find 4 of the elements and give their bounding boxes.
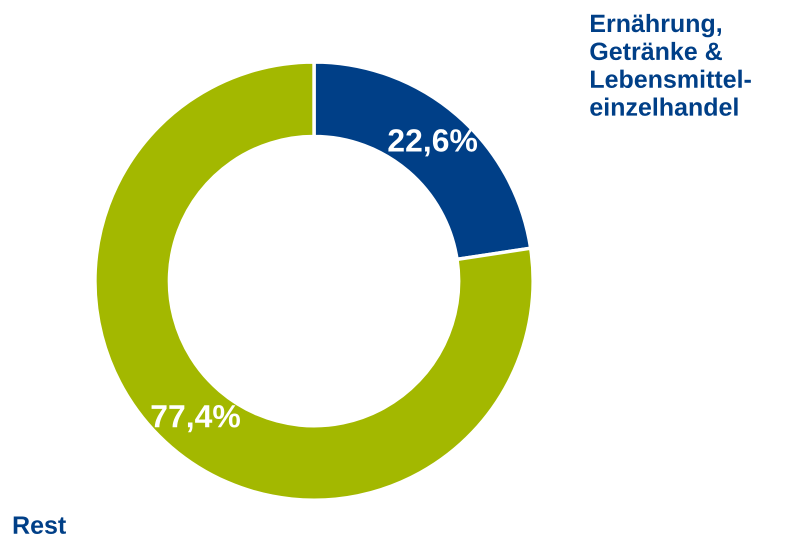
- slice-label: Rest: [14, 516, 66, 534]
- slice-label: Ernährung, Getränke & Lebensmittel- einzelhandel: [590, 14, 751, 116]
- data-label: 22,6%: [388, 129, 478, 156]
- data-label: 77,4%: [152, 405, 240, 432]
